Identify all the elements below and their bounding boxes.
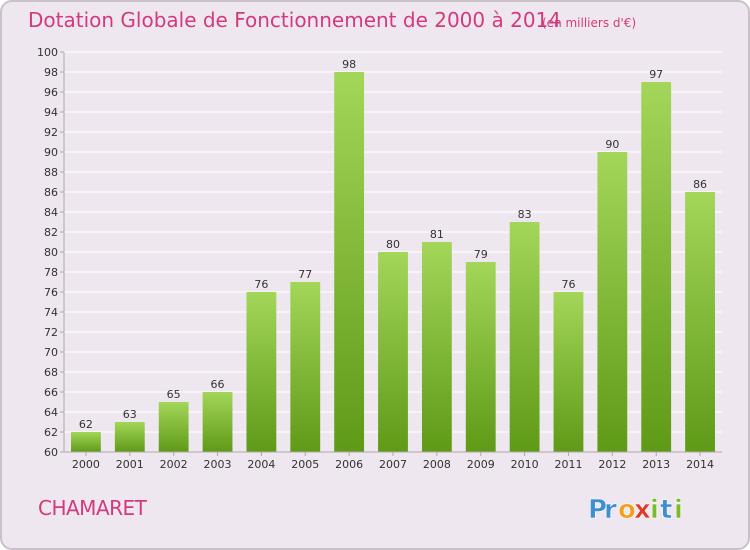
x-tick-label-2011: 2011: [554, 458, 582, 471]
x-tick-label-2013: 2013: [642, 458, 670, 471]
chart-subtitle: (en milliers d'€): [542, 16, 637, 30]
bar-2009: [465, 262, 496, 452]
data-label-2010: 83: [518, 208, 532, 221]
bar-2013: [641, 82, 672, 452]
logo-letter: r: [604, 495, 617, 525]
x-tick-label-2003: 2003: [204, 458, 232, 471]
y-tick-label: 82: [44, 226, 58, 239]
bar-2005: [290, 282, 321, 452]
data-label-2002: 65: [167, 388, 181, 401]
y-tick-label: 94: [44, 106, 58, 119]
bar-2012: [597, 152, 628, 452]
data-label-2005: 77: [298, 268, 312, 281]
y-tick-label: 72: [44, 326, 58, 339]
data-label-2011: 76: [561, 278, 575, 291]
data-label-2001: 63: [123, 408, 137, 421]
x-tick-label-2009: 2009: [467, 458, 495, 471]
bar-2008: [421, 242, 452, 452]
y-tick-label: 98: [44, 66, 58, 79]
y-tick-label: 60: [44, 446, 58, 459]
axes: 60 62 64 66 68 70 72 74 76 78 80 82 84 86 88 90 92 94 96 98…: [37, 46, 722, 471]
x-tick-label-2006: 2006: [335, 458, 363, 471]
x-tick-label-2007: 2007: [379, 458, 407, 471]
bar-2007: [378, 252, 408, 452]
x-tick-label-2005: 2005: [291, 458, 319, 471]
data-label-2008: 81: [430, 228, 444, 241]
data-label-2012: 90: [605, 138, 619, 151]
data-label-2006: 98: [342, 58, 356, 71]
y-tick-label: 64: [44, 406, 58, 419]
proxiti-logo: Pr ox i t i: [588, 495, 684, 526]
bar-2010: [509, 222, 540, 452]
bars: 62 63 65 66 76 77 98 80 81 79 83 76 90 97 86: [71, 58, 715, 452]
logo-letter: P: [588, 495, 607, 525]
y-tick-label: 88: [44, 166, 58, 179]
bar-2011: [553, 292, 584, 452]
x-tick-label-2001: 2001: [116, 458, 144, 471]
bar-2000: [71, 432, 101, 452]
logo-letter: o: [618, 495, 636, 525]
data-label-2007: 80: [386, 238, 400, 251]
y-tick-label: 74: [44, 306, 58, 319]
logo-letter: t: [660, 495, 672, 525]
y-tick-label: 100: [37, 46, 58, 59]
y-tick-label: 80: [44, 246, 58, 259]
x-tick-label-2008: 2008: [423, 458, 451, 471]
x-tick-label-2014: 2014: [686, 458, 714, 471]
bar-2001: [114, 422, 145, 452]
data-label-2009: 79: [474, 248, 488, 261]
y-tick-label: 70: [44, 346, 58, 359]
x-tick-label-2004: 2004: [247, 458, 275, 471]
y-tick-label: 92: [44, 126, 58, 139]
y-tick-label: 86: [44, 186, 58, 199]
y-tick-label: 96: [44, 86, 58, 99]
data-label-2014: 86: [693, 178, 707, 191]
chart-title: Dotation Globale de Fonctionnement de 20…: [28, 8, 561, 32]
data-label-2000: 62: [79, 418, 93, 431]
x-tick-label-2012: 2012: [598, 458, 626, 471]
x-tick-label-2000: 2000: [72, 458, 100, 471]
x-tick-label-2002: 2002: [160, 458, 188, 471]
data-label-2003: 66: [211, 378, 225, 391]
y-tick-label: 76: [44, 286, 58, 299]
bar-2006: [334, 72, 365, 452]
bar-2014: [685, 192, 715, 452]
bar-2003: [202, 392, 233, 452]
logo-letter: i: [650, 495, 659, 525]
commune-name: CHAMARET: [38, 496, 147, 520]
y-tick-label: 66: [44, 386, 58, 399]
data-label-2004: 76: [254, 278, 268, 291]
y-tick-label: 62: [44, 426, 58, 439]
y-tick-label: 84: [44, 206, 58, 219]
bar-2004: [246, 292, 277, 452]
y-tick-label: 78: [44, 266, 58, 279]
x-tick-label-2010: 2010: [511, 458, 539, 471]
logo-letter: i: [674, 495, 683, 525]
y-tick-label: 90: [44, 146, 58, 159]
bar-2002: [158, 402, 189, 452]
data-label-2013: 97: [649, 68, 663, 81]
y-tick-label: 68: [44, 366, 58, 379]
logo-letter: x: [634, 495, 651, 525]
